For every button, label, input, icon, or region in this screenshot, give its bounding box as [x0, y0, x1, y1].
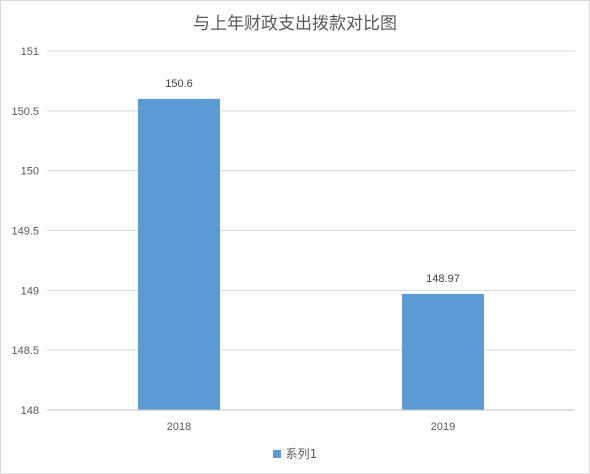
x-tick-label: 2018: [167, 421, 191, 433]
data-label: 148.97: [426, 273, 460, 285]
data-label: 150.6: [165, 78, 193, 90]
legend-swatch: [272, 449, 281, 458]
bar: [138, 98, 220, 410]
chart-title: 与上年财政支出拨款对比图: [193, 14, 397, 34]
y-tick-label: 149: [21, 285, 39, 297]
y-tick-label: 148: [21, 405, 39, 417]
y-tick-label: 148.5: [11, 345, 39, 357]
y-tick-label: 150: [21, 166, 39, 178]
legend: 系列1: [1, 445, 589, 462]
y-tick-label: 149.5: [11, 226, 39, 238]
bar: [402, 293, 484, 410]
plot-area: 148 148.5 149 149.5 150 150.5 151 150.6 2018 148.…: [11, 46, 575, 433]
legend-label: 系列1: [285, 447, 318, 461]
y-tick-label: 151: [21, 46, 39, 58]
y-tick-label: 150.5: [11, 106, 39, 118]
x-tick-label: 2019: [431, 421, 455, 433]
